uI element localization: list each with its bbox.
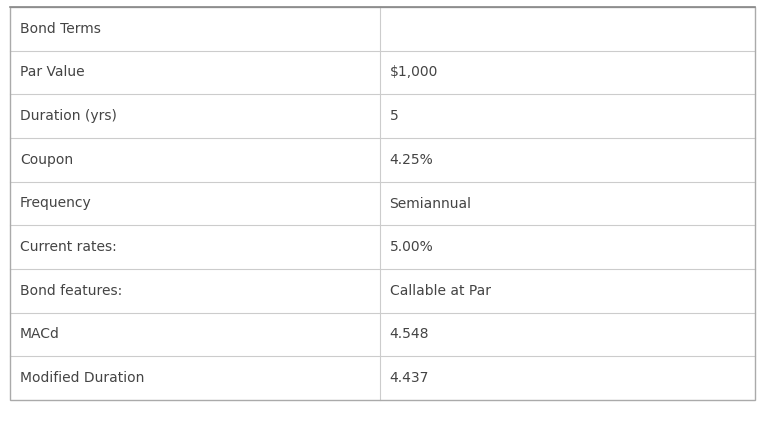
Bar: [10, 356, 380, 400]
Bar: [380, 225, 755, 269]
Text: 5.00%: 5.00%: [390, 240, 433, 254]
Text: 4.437: 4.437: [390, 371, 429, 385]
Text: Coupon: Coupon: [20, 153, 73, 167]
Bar: [10, 94, 380, 138]
Text: $1,000: $1,000: [390, 66, 438, 79]
Text: Current rates:: Current rates:: [20, 240, 117, 254]
Bar: [10, 7, 380, 51]
Text: Callable at Par: Callable at Par: [390, 284, 491, 298]
Bar: [10, 225, 380, 269]
Text: Duration (yrs): Duration (yrs): [20, 109, 117, 123]
Text: Semiannual: Semiannual: [390, 197, 471, 210]
Text: Frequency: Frequency: [20, 197, 92, 210]
Bar: [380, 356, 755, 400]
Bar: [10, 182, 380, 225]
Text: 4.548: 4.548: [390, 328, 429, 341]
Bar: [380, 182, 755, 225]
Text: Bond features:: Bond features:: [20, 284, 122, 298]
Text: MACd: MACd: [20, 328, 60, 341]
Bar: [10, 138, 380, 182]
Text: 5: 5: [390, 109, 398, 123]
Bar: [380, 313, 755, 356]
Text: 4.25%: 4.25%: [390, 153, 433, 167]
Text: Par Value: Par Value: [20, 66, 85, 79]
Bar: [10, 7, 755, 400]
Bar: [380, 269, 755, 313]
Text: Bond Terms: Bond Terms: [20, 22, 101, 36]
Bar: [10, 313, 380, 356]
Text: Modified Duration: Modified Duration: [20, 371, 145, 385]
Bar: [380, 7, 755, 51]
Bar: [10, 269, 380, 313]
Bar: [380, 51, 755, 94]
Bar: [380, 94, 755, 138]
Bar: [380, 138, 755, 182]
Bar: [10, 51, 380, 94]
